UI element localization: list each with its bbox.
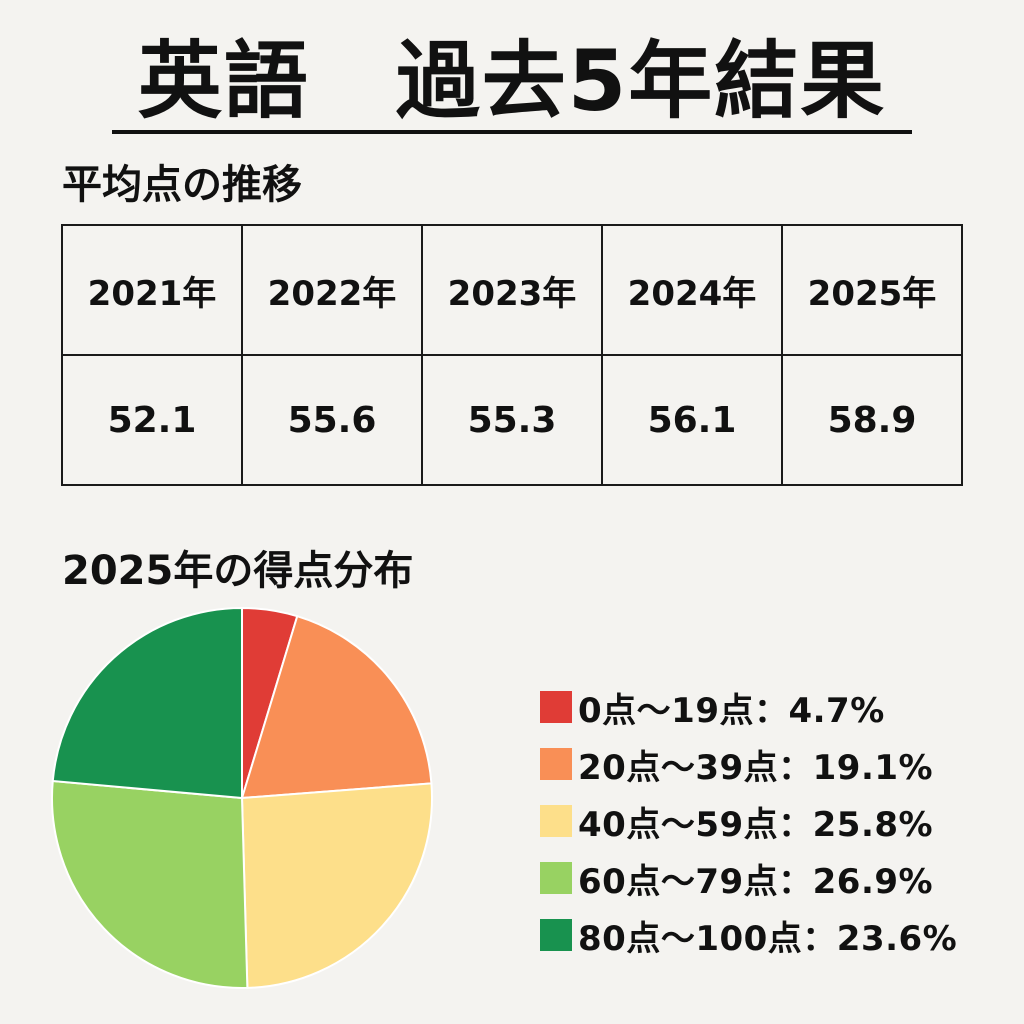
legend-swatch-1 <box>540 748 572 780</box>
average-score-heading: 平均点の推移 <box>62 162 302 208</box>
legend-label-3: 60点〜79点：26.9% <box>578 861 934 902</box>
pie-slice-1 <box>240 614 433 800</box>
title-underline <box>112 130 912 134</box>
year-cell-2024: 2024年 <box>601 224 783 356</box>
score-cell-2024: 56.1 <box>601 354 783 486</box>
legend-swatch-0 <box>540 691 572 723</box>
distribution-heading: 2025年の得点分布 <box>62 548 414 594</box>
page-title: 英語 過去5年結果 <box>137 32 887 130</box>
pie-legend: 0点〜19点：4.7% 20点〜39点：19.1% 40点〜59点：25.8% 60点… <box>540 684 957 969</box>
legend-swatch-4 <box>540 919 572 951</box>
score-cell-2022: 55.6 <box>241 354 423 486</box>
score-cell-2025: 58.9 <box>781 354 963 486</box>
score-distribution-pie <box>51 606 433 989</box>
legend-swatch-2 <box>540 805 572 837</box>
legend-label-2: 40点〜59点：25.8% <box>578 804 934 845</box>
pie-slice-4 <box>51 606 243 800</box>
average-score-table: 2021年 2022年 2023年 2024年 2025年 52.1 55.6 … <box>61 224 963 486</box>
legend-label-0: 0点〜19点：4.7% <box>578 690 885 731</box>
year-cell-2025: 2025年 <box>781 224 963 356</box>
score-row: 52.1 55.6 55.3 56.1 58.9 <box>61 354 963 486</box>
legend-label-4: 80点〜100点：23.6% <box>578 918 958 959</box>
year-cell-2021: 2021年 <box>61 224 243 356</box>
legend-item-4: 80点〜100点：23.6% <box>540 912 958 959</box>
year-cell-2023: 2023年 <box>421 224 603 356</box>
score-cell-2023: 55.3 <box>421 354 603 486</box>
year-cell-2022: 2022年 <box>241 224 423 356</box>
year-row: 2021年 2022年 2023年 2024年 2025年 <box>61 224 963 356</box>
legend-swatch-3 <box>540 862 572 894</box>
legend-label-1: 20点〜39点：19.1% <box>578 747 934 788</box>
legend-item-0: 0点〜19点：4.7% <box>540 684 957 731</box>
legend-item-2: 40点〜59点：25.8% <box>540 798 957 845</box>
legend-item-1: 20点〜39点：19.1% <box>540 741 957 788</box>
pie-slice-3 <box>51 779 249 989</box>
pie-slice-2 <box>240 782 433 989</box>
legend-item-3: 60点〜79点：26.9% <box>540 855 957 902</box>
score-cell-2021: 52.1 <box>61 354 243 486</box>
